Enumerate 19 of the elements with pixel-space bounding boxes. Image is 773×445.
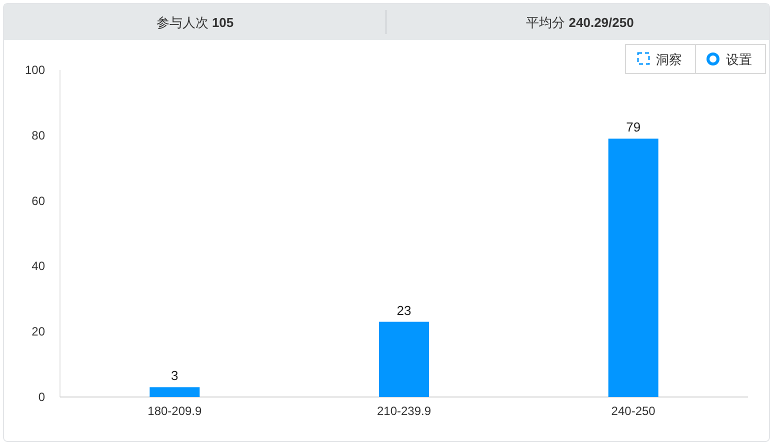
text: 平均分 240.29/250 [526, 15, 634, 30]
y-tick-label: 60 [32, 194, 46, 208]
y-tick-label: 40 [32, 259, 46, 274]
data-label: 3 [171, 368, 178, 384]
text: 洞察 [656, 52, 682, 67]
bar [150, 387, 200, 397]
y-tick-label: 20 [32, 324, 46, 339]
bar [608, 138, 658, 397]
text: 参与人次 105 [156, 15, 234, 30]
data-label: 23 [396, 302, 412, 318]
x-tick-label: 180-209.9 [148, 404, 202, 418]
y-tick-label: 80 [32, 128, 46, 142]
y-tick-label: 0 [38, 390, 46, 404]
y-tick-label: 100 [24, 63, 46, 77]
x-tick-label: 240-250 [611, 404, 656, 418]
x-tick-label: 210-239.9 [376, 404, 432, 418]
text: 设置 [726, 52, 752, 67]
bar [379, 322, 429, 397]
data-label: 79 [626, 120, 641, 135]
